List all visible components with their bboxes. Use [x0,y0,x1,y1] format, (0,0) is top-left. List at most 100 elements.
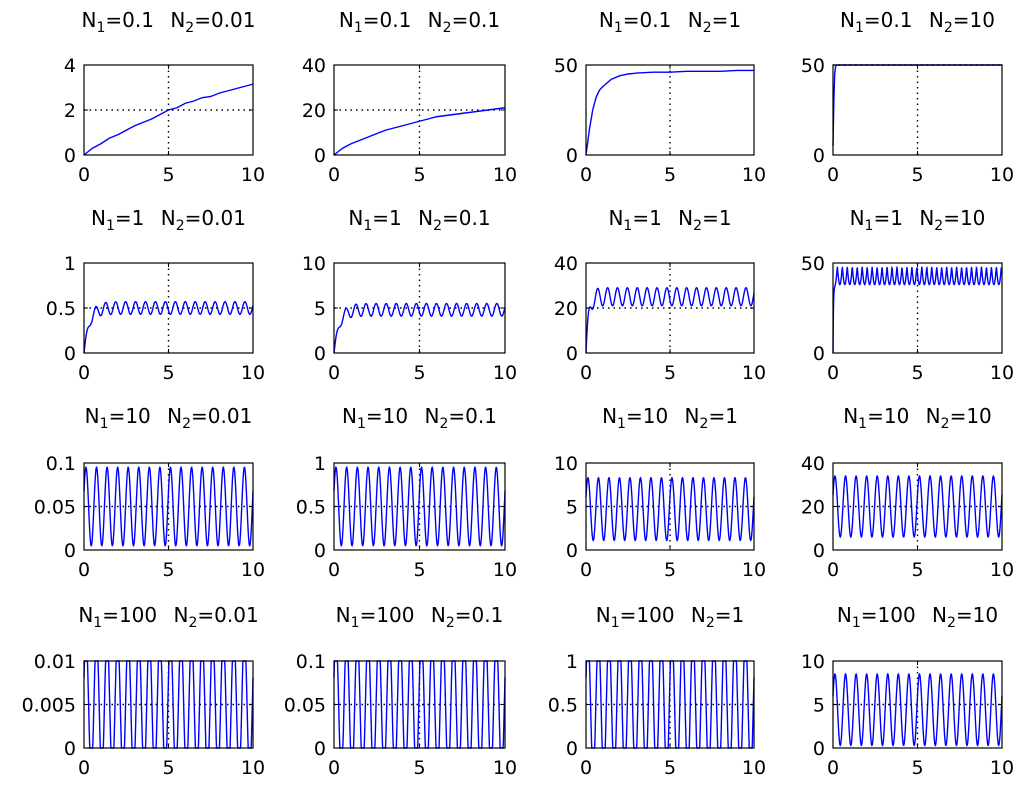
x-tick-label: 10 [742,362,766,384]
series-line [83,466,254,548]
x-tick-label: 0 [328,164,340,186]
series-line [585,476,755,542]
subplot-3: N1=0.1 N2=1 0 5 10 0 50 [554,8,766,186]
x-tick-label: 5 [664,164,676,186]
x-tick-label: 0 [580,559,592,581]
y-tick-label: 0 [813,540,825,562]
y-tick-label: 0 [566,343,578,365]
subplot-11: N1=10 N2=1 0 5 10 0 5 10 [554,404,766,581]
y-tick-label: 0 [566,738,578,760]
x-tick-label: 0 [827,757,839,779]
x-tick-label: 10 [241,362,265,384]
x-tick-label: 5 [664,362,676,384]
x-tick-label: 0 [580,362,592,384]
y-tick-label: 0 [64,540,76,562]
subplot-2: N1=0.1 N2=0.1 0 5 10 0 20 40 [302,8,517,186]
x-tick-label: 5 [162,559,174,581]
x-tick-label: 5 [911,362,923,384]
y-tick-label: 0.1 [46,453,76,475]
y-tick-label: 0 [566,540,578,562]
x-tick-label: 5 [664,757,676,779]
y-tick-label: 4 [64,55,76,77]
subplot-16: N1=100 N2=10 0 5 10 0 5 10 [801,603,1014,779]
x-tick-label: 0 [78,164,90,186]
x-tick-label: 0 [580,164,592,186]
y-tick-label: 0.01 [34,651,76,673]
subplot-title: N1=0.1 N2=0.1 [339,8,500,36]
x-tick-label: 0 [827,362,839,384]
y-tick-label: 10 [801,651,825,673]
y-tick-label: 50 [801,55,825,77]
series-line [832,672,1003,747]
y-tick-label: 1 [64,253,76,275]
subplot-title: N1=10 N2=0.1 [342,404,497,432]
x-tick-label: 5 [162,757,174,779]
x-tick-label: 10 [742,757,766,779]
y-tick-label: 0.5 [548,695,578,717]
x-tick-label: 10 [241,164,265,186]
subplot-10: N1=10 N2=0.1 0 5 10 0 0.5 1 [296,404,517,581]
x-tick-label: 5 [413,757,425,779]
y-tick-label: 0.05 [34,497,76,519]
x-tick-label: 0 [328,559,340,581]
series-line [333,302,506,354]
subplot-1: N1=0.1 N2=0.01 0 5 10 0 2 4 [64,8,265,186]
series-line [585,69,754,156]
subplot-title: N1=1 N2=1 [608,206,731,234]
x-tick-label: 10 [493,362,517,384]
x-tick-label: 10 [990,362,1014,384]
series-line [585,660,755,749]
subplot-7: N1=1 N2=1 0 5 10 0 20 40 [554,206,766,384]
subplot-title: N1=100 N2=10 [837,603,998,631]
y-tick-label: 0 [314,540,326,562]
x-tick-label: 0 [827,559,839,581]
y-tick-label: 10 [302,253,326,275]
y-tick-label: 5 [314,298,326,320]
series-line [333,466,506,548]
subplot-title: N1=1 N2=0.1 [348,206,490,234]
x-tick-label: 0 [328,757,340,779]
subplot-title: N1=100 N2=0.01 [78,603,258,631]
y-tick-label: 0.005 [22,695,76,717]
x-tick-label: 10 [241,757,265,779]
y-tick-label: 0 [813,343,825,365]
y-tick-label: 0 [314,343,326,365]
subplot-15: N1=100 N2=1 0 5 10 0 0.5 1 [548,603,766,779]
subplot-14: N1=100 N2=0.1 0 5 10 0 0.05 0.1 [284,603,517,779]
y-tick-label: 0.5 [46,298,76,320]
x-tick-label: 10 [742,559,766,581]
y-tick-label: 0 [813,738,825,760]
subplot-6: N1=1 N2=0.1 0 5 10 0 5 10 [302,206,517,384]
x-tick-label: 10 [493,757,517,779]
x-tick-label: 5 [413,362,425,384]
x-tick-label: 0 [78,559,90,581]
y-tick-label: 0 [566,145,578,167]
subplot-title: N1=0.1 N2=10 [840,8,995,36]
subplot-title: N1=0.1 N2=0.01 [82,8,256,36]
y-tick-label: 50 [801,253,825,275]
y-tick-label: 40 [302,55,326,77]
x-tick-label: 10 [493,559,517,581]
subplot-title: N1=10 N2=10 [843,404,992,432]
y-tick-label: 40 [801,453,825,475]
subplot-title: N1=1 N2=0.01 [91,206,246,234]
y-tick-label: 0 [314,738,326,760]
x-tick-label: 10 [493,164,517,186]
x-tick-label: 10 [990,757,1014,779]
subplot-title: N1=100 N2=0.1 [336,603,504,631]
series-line [83,83,254,156]
series-line [83,300,254,354]
x-tick-label: 0 [328,362,340,384]
x-tick-label: 0 [827,164,839,186]
y-tick-label: 0.5 [296,497,326,519]
x-tick-label: 5 [162,362,174,384]
y-tick-label: 10 [554,453,578,475]
subplot-title: N1=100 N2=1 [596,603,745,631]
subplot-title: N1=10 N2=0.01 [85,404,253,432]
x-tick-label: 5 [413,164,425,186]
x-tick-label: 0 [580,757,592,779]
y-tick-label: 0 [64,343,76,365]
x-tick-label: 5 [911,164,923,186]
series-line [333,660,506,749]
